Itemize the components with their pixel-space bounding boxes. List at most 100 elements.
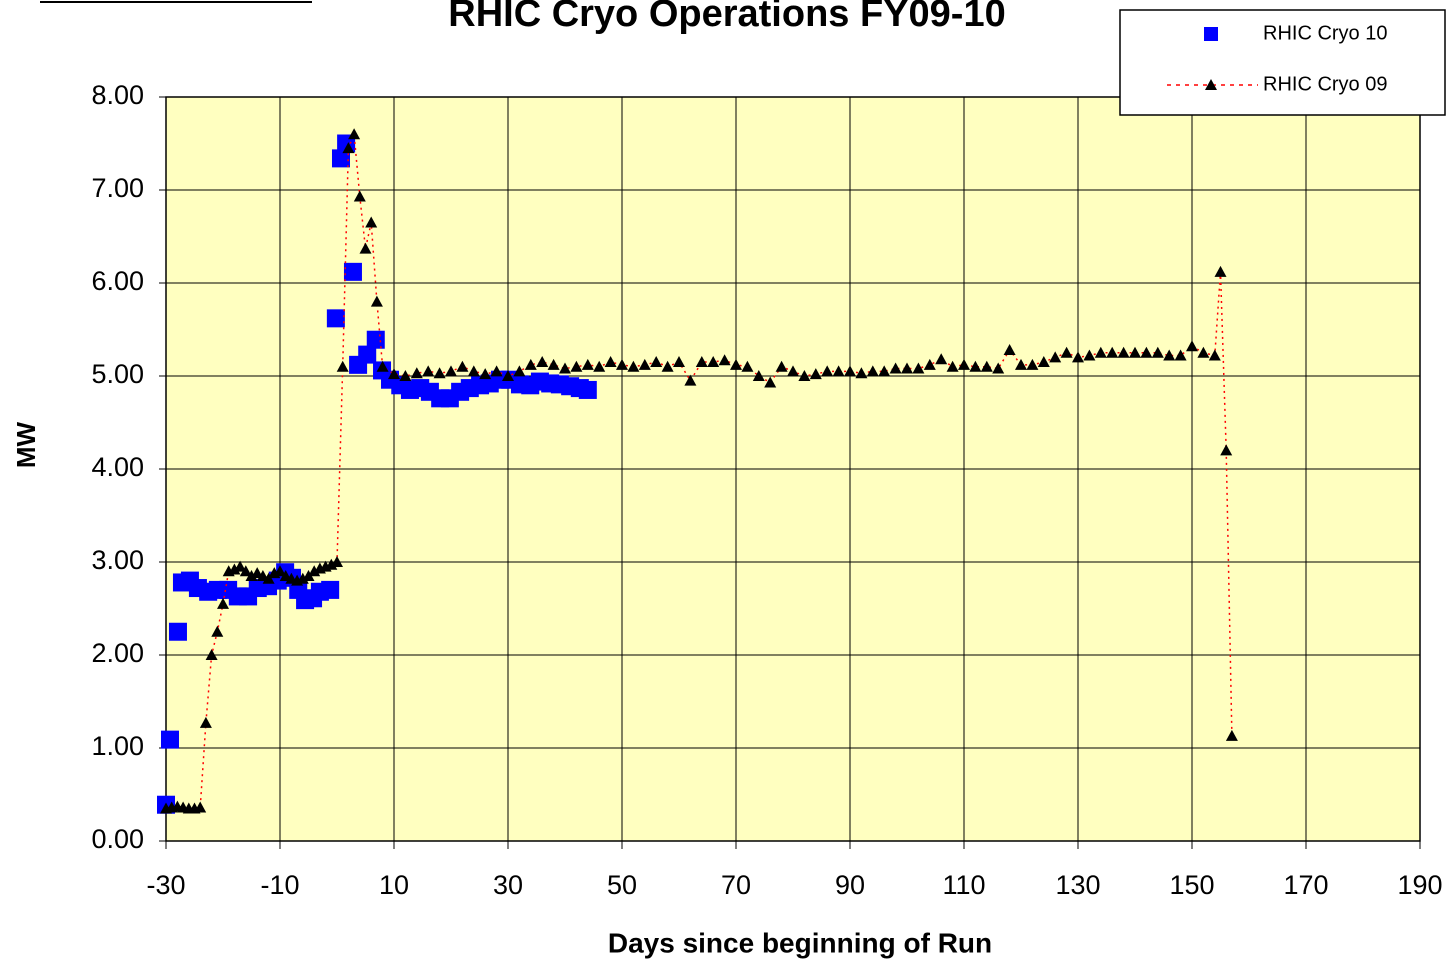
triangle-point — [217, 597, 229, 609]
triangle-point — [752, 370, 765, 381]
x-tick-label: 70 — [721, 870, 751, 900]
square-point — [366, 330, 385, 349]
triangle-point — [524, 358, 537, 370]
triangle-point — [980, 360, 993, 372]
triangle-point — [262, 572, 275, 584]
square-point — [321, 580, 340, 599]
triangle-point — [912, 362, 925, 374]
triangle-point — [228, 563, 241, 575]
triangle-point — [467, 365, 480, 377]
triangle-point — [336, 360, 349, 372]
triangle-point — [308, 565, 321, 577]
x-tick-label: 170 — [1283, 870, 1328, 900]
triangle-point — [718, 354, 731, 366]
y-tick-label: 6.00 — [91, 266, 144, 296]
triangle-point — [1117, 346, 1130, 358]
triangle-point — [239, 565, 252, 577]
triangle-point — [1003, 343, 1016, 355]
triangle-point — [581, 358, 594, 370]
triangle-point — [1140, 346, 1153, 358]
triangle-point — [1129, 346, 1141, 358]
triangle-point — [1163, 349, 1176, 361]
triangle-point — [604, 356, 617, 368]
legend-box — [1119, 9, 1446, 116]
triangle-point — [570, 360, 583, 372]
triangle-point — [205, 649, 218, 660]
triangle-point — [764, 376, 777, 388]
triangle-point — [958, 358, 970, 370]
triangle-point — [707, 356, 720, 368]
triangle-point — [616, 358, 628, 370]
chart-title: RHIC Cryo Operations FY09-10 — [448, 0, 1005, 35]
x-tick-label: 30 — [493, 870, 523, 900]
triangle-point — [741, 360, 754, 372]
triangle-point — [410, 367, 423, 379]
triangle-point — [901, 362, 913, 374]
x-axis-label: Days since beginning of Run — [608, 927, 992, 958]
triangle-point — [1214, 265, 1227, 277]
triangle-point — [370, 295, 383, 307]
triangle-point — [1151, 346, 1164, 358]
triangle-point — [638, 358, 651, 370]
square-point — [326, 309, 345, 328]
triangle-point — [695, 356, 708, 368]
triangle-point — [1072, 351, 1084, 363]
triangle-point — [445, 365, 457, 377]
triangle-point — [433, 367, 446, 379]
y-tick-label: 1.00 — [91, 731, 144, 761]
triangle-point — [730, 358, 742, 370]
y-tick-label: 3.00 — [91, 545, 144, 575]
triangle-point — [199, 716, 212, 728]
triangle-point — [593, 360, 606, 372]
triangle-point — [559, 362, 571, 374]
triangle-point — [348, 128, 361, 140]
triangle-point — [194, 801, 207, 813]
triangle-point — [787, 365, 799, 377]
triangle-point — [627, 360, 640, 372]
triangle-point — [302, 569, 315, 581]
legend-label: RHIC Cryo 10 — [1263, 22, 1387, 44]
triangle-point — [479, 368, 492, 380]
triangle-point — [359, 242, 372, 254]
triangle-point — [513, 365, 526, 377]
x-tick-label: 110 — [942, 870, 985, 900]
x-tick-label: 90 — [835, 870, 865, 900]
triangle-point — [388, 368, 400, 380]
x-tick-label: 50 — [607, 870, 637, 900]
triangle-point — [969, 360, 982, 372]
triangle-point — [1208, 349, 1221, 361]
triangle-point — [923, 358, 936, 370]
triangle-point — [935, 353, 948, 365]
triangle-point — [650, 356, 663, 368]
triangle-point — [376, 360, 389, 372]
legend-label: RHIC Cryo 09 — [1263, 73, 1387, 95]
triangle-point — [536, 356, 549, 368]
x-tick-label: 10 — [379, 870, 409, 900]
triangle-point — [821, 365, 834, 377]
y-axis-label: MW — [11, 421, 41, 468]
y-tick-label: 0.00 — [91, 824, 144, 854]
y-tick-label: 8.00 — [91, 80, 144, 110]
triangle-point — [1225, 729, 1238, 741]
triangle-point — [365, 216, 378, 228]
triangle-point — [832, 365, 845, 377]
triangle-point — [992, 362, 1005, 374]
triangle-point — [245, 569, 258, 581]
triangle-point — [798, 370, 811, 381]
triangle-point — [1220, 444, 1233, 456]
x-tick-label: 150 — [1169, 870, 1214, 900]
triangle-point — [456, 360, 469, 372]
triangle-point — [211, 625, 224, 637]
triangle-point — [809, 368, 822, 380]
legend-marker — [1205, 79, 1217, 90]
x-tick-label: -30 — [146, 870, 185, 900]
triangle-point — [855, 367, 868, 379]
triangle-point — [422, 365, 435, 377]
square-point — [168, 622, 187, 641]
triangle-point — [1186, 340, 1198, 352]
triangle-point — [878, 365, 891, 377]
triangle-point — [399, 370, 412, 381]
triangle-point — [673, 356, 685, 368]
